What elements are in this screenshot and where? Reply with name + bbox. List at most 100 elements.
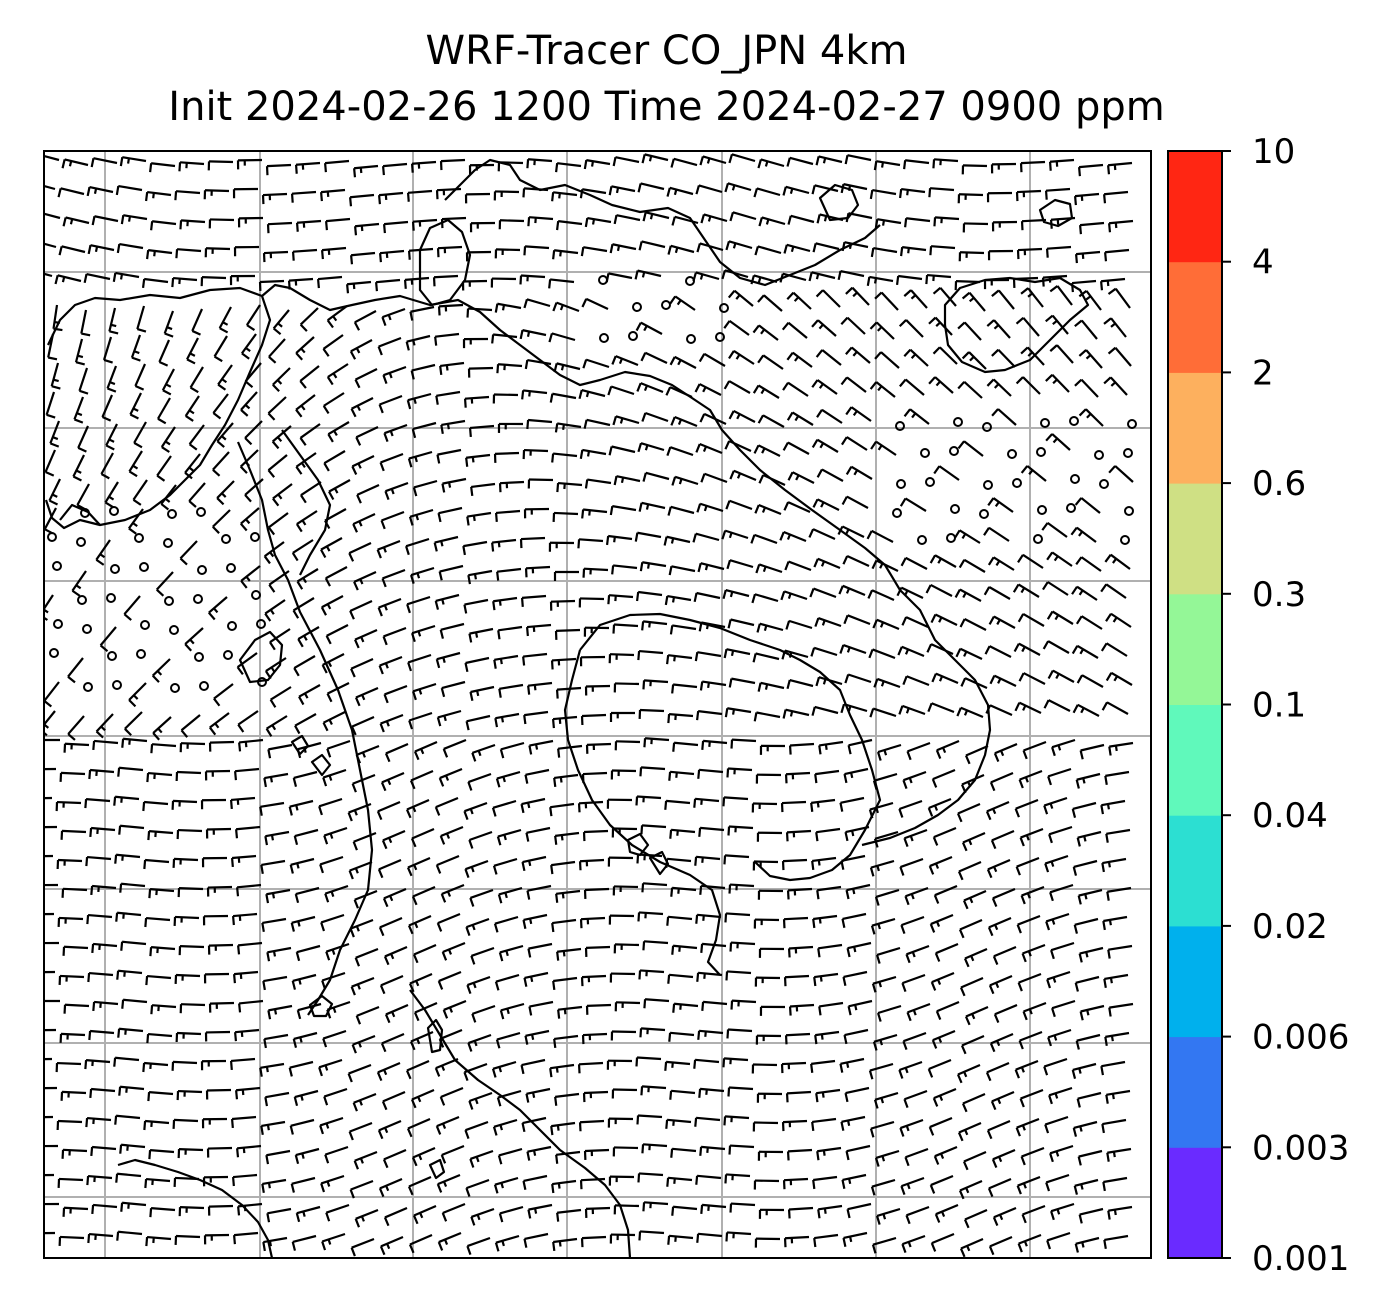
wind-barb (728, 409, 756, 423)
calm-wind-circle (109, 506, 119, 516)
wind-barb (526, 418, 553, 430)
wind-barb (874, 888, 900, 906)
wind-barb (551, 918, 577, 933)
wind-barb (234, 767, 260, 781)
wind-barb (383, 945, 408, 966)
coastline-islet-5 (310, 753, 332, 777)
wind-barb (728, 1144, 755, 1155)
wind-barb (44, 272, 53, 278)
wind-barb (583, 418, 611, 429)
wind-barb (875, 1207, 901, 1225)
wind-barb (666, 186, 694, 197)
wind-barb (993, 1003, 1018, 1024)
wind-barb (113, 1056, 140, 1067)
wind-barb (957, 193, 984, 204)
colorbar-tick-label: 4 (1252, 243, 1274, 283)
wind-barb (272, 483, 293, 507)
wind-barb (86, 1174, 113, 1186)
wind-barb (551, 452, 578, 463)
wind-barb (985, 1061, 1010, 1082)
wind-barb (238, 999, 264, 1013)
wind-barb (1020, 346, 1045, 366)
wind-barb (1018, 769, 1043, 789)
wind-barb (90, 884, 117, 896)
wind-barb (812, 1175, 838, 1190)
wind-barb (294, 161, 321, 174)
wind-barb (872, 618, 900, 631)
wind-barb (265, 163, 292, 176)
wind-barb (149, 162, 176, 173)
wind-barb (119, 156, 147, 167)
wind-barb (188, 482, 206, 508)
wind-barb (726, 559, 754, 570)
wind-barb (1108, 1002, 1134, 1017)
wind-barb (408, 508, 434, 526)
wind-barb (439, 825, 464, 845)
wind-barb (641, 411, 669, 423)
wind-barb (788, 1003, 815, 1016)
wind-barb (491, 799, 517, 817)
wind-barb (149, 946, 176, 957)
wind-barb (78, 367, 89, 395)
wind-barb (80, 309, 91, 337)
wind-barb (874, 291, 899, 311)
wind-barb (292, 597, 315, 619)
wind-barb (963, 1208, 988, 1229)
wind-barb (406, 595, 431, 614)
wind-barb (933, 1145, 958, 1165)
wind-barb (845, 286, 870, 306)
wind-barb (1018, 672, 1046, 685)
calm-wind-circle (1012, 478, 1022, 488)
wind-barb (605, 534, 633, 546)
wind-barb (498, 219, 525, 230)
wind-barb (932, 826, 957, 846)
calm-wind-circle (686, 334, 696, 344)
wind-barb (58, 245, 86, 256)
wind-barb (44, 184, 56, 191)
wind-barb (87, 244, 115, 255)
wind-barb (45, 391, 56, 419)
wind-barb (555, 889, 581, 903)
wind-barb (464, 1120, 489, 1140)
wind-barb (809, 587, 837, 599)
wind-barb (723, 380, 751, 394)
wind-barb (411, 624, 436, 643)
wind-barb (115, 184, 143, 196)
calm-wind-circle (1007, 449, 1017, 459)
wind-barb (838, 584, 866, 597)
wind-barb (149, 1207, 176, 1218)
wind-barb (468, 627, 494, 643)
wind-barb (609, 243, 637, 254)
wind-barb (643, 737, 670, 748)
wind-barb (666, 654, 693, 665)
wind-barb (490, 277, 517, 288)
wind-barb (961, 351, 987, 370)
wind-barb (233, 245, 260, 257)
wind-barb (462, 540, 488, 556)
wind-barb (381, 162, 408, 176)
wind-barb (1046, 970, 1071, 989)
wind-barb (130, 334, 142, 362)
wind-barb (380, 771, 405, 792)
coastline-noto-peninsula (418, 218, 472, 307)
wind-barb (325, 942, 350, 961)
wind-barb (523, 245, 550, 256)
wind-barb (577, 538, 604, 549)
wind-barb (119, 1143, 146, 1154)
wind-barb (264, 830, 290, 846)
wind-barb (672, 741, 699, 752)
wind-barb (63, 742, 90, 753)
wind-barb (607, 1117, 634, 1128)
wind-barb (816, 885, 842, 900)
wind-barb (757, 414, 785, 428)
wind-barb (523, 1232, 549, 1248)
wind-barb (664, 1060, 691, 1071)
wind-barb (955, 647, 983, 660)
wind-barb (986, 191, 1013, 203)
wind-barb (150, 220, 177, 231)
wind-barb (548, 332, 576, 343)
wind-barb (495, 1031, 521, 1049)
wind-barb (1103, 190, 1129, 204)
wind-barb (464, 859, 489, 879)
wind-barb (578, 858, 605, 871)
